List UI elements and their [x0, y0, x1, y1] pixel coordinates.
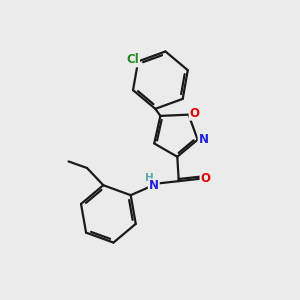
- Text: N: N: [199, 133, 208, 146]
- Text: Cl: Cl: [126, 53, 139, 66]
- Text: H: H: [145, 173, 153, 183]
- Text: O: O: [190, 107, 200, 120]
- Text: O: O: [200, 172, 211, 185]
- Text: N: N: [149, 179, 159, 192]
